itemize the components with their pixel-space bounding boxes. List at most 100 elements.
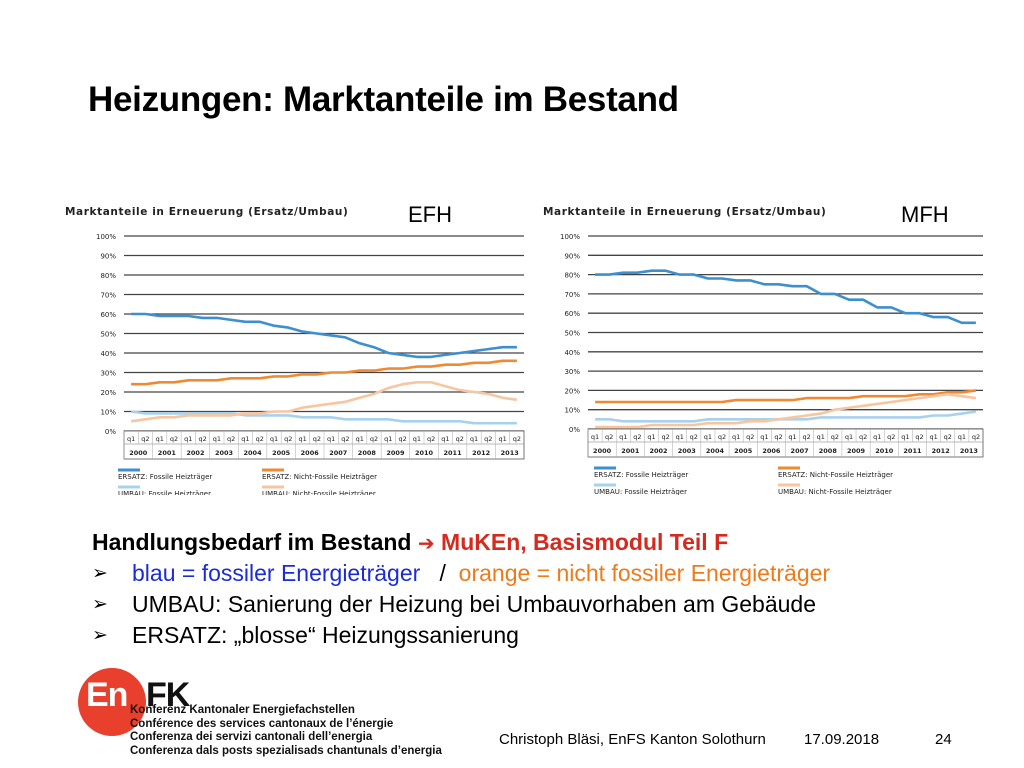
x-quarter-label: q1 (127, 435, 135, 443)
logo-en-text: En (86, 676, 128, 714)
x-quarter-label: q1 (184, 435, 192, 443)
x-quarter-label: q2 (944, 433, 952, 441)
x-quarter-label: q1 (270, 435, 278, 443)
x-quarter-label: q2 (513, 435, 521, 443)
x-quarter-label: q2 (227, 435, 235, 443)
y-tick-label: 100% (560, 233, 580, 241)
chart-title: Marktanteile in Erneuerung (Ersatz/Umbau… (543, 206, 826, 218)
legend-label: UMBAU: Fossile Heizträger (594, 488, 687, 495)
series-line-1 (595, 269, 976, 325)
y-tick-label: 30% (100, 370, 116, 378)
arrow-icon: ➔ (417, 531, 435, 555)
x-quarter-label: q2 (605, 433, 613, 441)
x-quarter-label: q1 (901, 433, 909, 441)
x-quarter-label: q1 (356, 435, 364, 443)
subheading-highlight: MuKEn, Basismodul Teil F (441, 529, 729, 555)
x-quarter-label: q1 (647, 433, 655, 441)
x-quarter-label: q1 (929, 433, 937, 441)
footer-date: 17.09.2018 (804, 731, 880, 748)
legend-label: UMBAU: Nicht-Fossile Heizträger (778, 488, 892, 495)
x-quarter-label: q2 (803, 433, 811, 441)
x-quarter-label: q1 (156, 435, 164, 443)
x-year-label: 2010 (415, 449, 434, 457)
y-tick-label: 70% (564, 291, 580, 299)
x-year-label: 2007 (791, 447, 809, 455)
y-tick-label: 80% (100, 272, 116, 280)
x-quarter-label: q1 (498, 435, 506, 443)
x-year-label: 2012 (932, 447, 950, 455)
x-year-label: 2005 (734, 447, 753, 455)
x-year-label: 2004 (706, 447, 725, 455)
x-year-label: 2000 (593, 447, 612, 455)
x-quarter-label: q2 (633, 433, 641, 441)
y-tick-label: 0% (569, 426, 580, 434)
y-tick-label: 20% (564, 387, 580, 395)
x-quarter-label: q2 (915, 433, 923, 441)
y-tick-label: 40% (100, 350, 116, 358)
x-quarter-label: q1 (591, 433, 599, 441)
x-quarter-label: q1 (760, 433, 768, 441)
footer-author: Christoph Bläsi, EnFS Kanton Solothurn (499, 731, 766, 748)
x-year-label: 2010 (875, 447, 894, 455)
x-quarter-label: q2 (198, 435, 206, 443)
enfk-logo: En FK Konferenz Kantonaler Energiefachst… (78, 668, 518, 763)
x-quarter-label: q2 (341, 435, 349, 443)
x-quarter-label: q2 (718, 433, 726, 441)
y-tick-label: 50% (564, 330, 580, 338)
x-year-label: 2008 (358, 449, 377, 457)
x-quarter-label: q1 (470, 435, 478, 443)
y-tick-label: 80% (564, 272, 580, 280)
bullet-ersatz-text: ERSATZ: „blosse“ Heizungssanierung (132, 622, 519, 648)
efh-chart: Marktanteile in Erneuerung (Ersatz/Umbau… (62, 195, 537, 500)
list-item: ➢ UMBAU: Sanierung der Heizung bei Umbau… (92, 589, 992, 620)
logo-org-names: Konferenz Kantonaler Energiefachstellen … (130, 704, 442, 758)
x-year-label: 2005 (272, 449, 291, 457)
list-item: ➢ ERSATZ: „blosse“ Heizungssanierung (92, 620, 992, 651)
chart-title: Marktanteile in Erneuerung (Ersatz/Umbau… (65, 206, 348, 218)
page-title: Heizungen: Marktanteile im Bestand (88, 80, 679, 119)
x-quarter-label: q1 (413, 435, 421, 443)
x-quarter-label: q2 (370, 435, 378, 443)
x-year-label: 2013 (960, 447, 978, 455)
x-quarter-label: q1 (958, 433, 966, 441)
x-year-label: 2009 (386, 449, 405, 457)
x-quarter-label: q2 (398, 435, 406, 443)
y-tick-label: 10% (100, 409, 116, 417)
subheading: Handlungsbedarf im Bestand ➔ MuKEn, Basi… (92, 527, 992, 558)
y-tick-label: 30% (564, 368, 580, 376)
x-quarter-label: q1 (298, 435, 306, 443)
x-year-label: 2002 (649, 447, 667, 455)
mfh-chart: Marktanteile in Erneuerung (Ersatz/Umbau… (528, 195, 998, 500)
x-year-label: 2013 (501, 449, 519, 457)
x-quarter-label: q2 (887, 433, 895, 441)
x-quarter-label: q2 (170, 435, 178, 443)
bullet-section: Handlungsbedarf im Bestand ➔ MuKEn, Basi… (92, 527, 992, 651)
bullet-blue-text: blau = fossiler Energieträger (132, 560, 421, 586)
bullet-arrow-icon: ➢ (92, 593, 108, 615)
series-line-1 (131, 312, 517, 359)
y-tick-label: 100% (96, 233, 116, 241)
series-line-4 (595, 393, 977, 429)
x-quarter-label: q2 (141, 435, 149, 443)
x-quarter-label: q2 (972, 433, 980, 441)
series-line-2 (595, 389, 977, 404)
x-quarter-label: q2 (427, 435, 435, 443)
x-year-label: 2003 (215, 449, 233, 457)
legend-label: UMBAU: Nicht-Fossile Heizträger (262, 490, 376, 495)
x-quarter-label: q1 (676, 433, 684, 441)
efh-chart-svg: Marktanteile in Erneuerung (Ersatz/Umbau… (65, 202, 525, 498)
x-year-label: 2007 (329, 449, 347, 457)
x-quarter-label: q1 (873, 433, 881, 441)
x-year-label: 2011 (903, 447, 922, 455)
logo-fk-text: FK (146, 676, 190, 714)
x-year-label: 2002 (186, 449, 204, 457)
series-line-4 (130, 381, 518, 423)
y-tick-label: 20% (100, 389, 116, 397)
legend-label: UMBAU: Fossile Heizträger (118, 490, 211, 495)
y-tick-label: 70% (100, 292, 116, 300)
legend-label: ERSATZ: Nicht-Fossile Heizträger (778, 471, 893, 479)
x-quarter-label: q2 (859, 433, 867, 441)
x-quarter-label: q1 (619, 433, 627, 441)
x-quarter-label: q1 (327, 435, 335, 443)
footer-page-number: 24 (935, 731, 952, 748)
